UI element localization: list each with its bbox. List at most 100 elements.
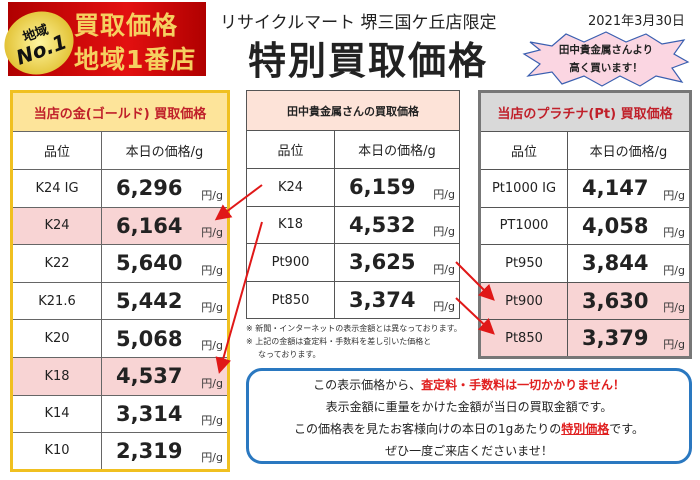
table-row: K14 3,314 円/g bbox=[11, 394, 229, 434]
unit-label: 円/g bbox=[433, 300, 455, 314]
unit-label: 円/g bbox=[663, 188, 685, 202]
price-cell: 5,640 円/g bbox=[101, 244, 229, 283]
message-box: この表示価格から、査定料・手数料は一切かかりません！ 表示金額に重量をかけた金額… bbox=[246, 368, 692, 464]
col-price: 本日の価格/g bbox=[101, 131, 229, 170]
table-row: K21.6 5,442 円/g bbox=[11, 281, 229, 321]
price-value: 6,164 bbox=[116, 213, 183, 238]
table-row: Pt900 3,630 円/g bbox=[479, 281, 691, 321]
price-cell: 4,532 円/g bbox=[334, 205, 460, 245]
price-value: 3,314 bbox=[116, 401, 183, 426]
platinum-table-title: 当店のプラチナ(Pt) 買取価格 bbox=[479, 91, 691, 132]
col-grade: 品位 bbox=[479, 131, 568, 170]
price-value: 2,319 bbox=[116, 438, 183, 463]
price-cell: 5,068 円/g bbox=[101, 319, 229, 358]
tanaka-price-table: 田中貴金属さんの買取価格 品位 本日の価格/g K24 6,159 円/g K18 4,5… bbox=[246, 90, 460, 320]
unit-label: 円/g bbox=[433, 225, 455, 239]
table-row: K22 5,640 円/g bbox=[11, 244, 229, 283]
grade-cell: K18 bbox=[246, 205, 335, 245]
grade-cell: K24 IG bbox=[11, 169, 102, 208]
no1-badge: 地域 No.1 bbox=[0, 1, 83, 85]
unit-label: 円/g bbox=[201, 338, 223, 352]
table-row: K18 4,537 円/g bbox=[11, 356, 229, 396]
price-cell: 6,164 円/g bbox=[101, 206, 229, 246]
table-row: PT1000 4,058 円/g bbox=[479, 206, 691, 246]
col-grade: 品位 bbox=[246, 130, 335, 169]
grade-cell: K24 bbox=[246, 168, 335, 207]
price-value: 6,159 bbox=[349, 175, 416, 200]
price-value: 5,640 bbox=[116, 251, 183, 276]
table-row: Pt900 3,625 円/g bbox=[246, 243, 460, 282]
unit-label: 円/g bbox=[433, 187, 455, 201]
price-cell: 3,379 円/g bbox=[567, 319, 691, 358]
tanaka-table-title: 田中貴金属さんの買取価格 bbox=[246, 90, 460, 131]
table-row: K24 6,159 円/g bbox=[246, 168, 460, 207]
unit-label: 円/g bbox=[201, 188, 223, 202]
price-cell: 3,630 円/g bbox=[567, 281, 691, 321]
price-value: 4,147 bbox=[582, 176, 649, 201]
table-row: K24 IG 6,296 円/g bbox=[11, 169, 229, 208]
grade-cell: Pt900 bbox=[479, 281, 568, 321]
table-row: Pt850 3,379 円/g bbox=[479, 319, 691, 358]
grade-cell: K22 bbox=[11, 244, 102, 283]
unit-label: 円/g bbox=[663, 337, 685, 351]
price-cell: 4,058 円/g bbox=[567, 206, 691, 246]
price-value: 3,625 bbox=[349, 250, 416, 275]
grade-cell: K10 bbox=[11, 432, 102, 471]
unit-label: 円/g bbox=[663, 301, 685, 315]
col-price: 本日の価格/g bbox=[567, 131, 691, 170]
logo-banner: 地域 No.1 買取価格 地域1番店 bbox=[0, 1, 206, 85]
price-cell: 3,314 円/g bbox=[101, 394, 229, 434]
notes: ※ 新聞・インターネットの表示金額とは異なっております。 ※ 上記の金額は査定料… bbox=[246, 322, 462, 361]
note: ※ 上記の金額は査定料・手数料を差し引いた価格と bbox=[246, 337, 432, 346]
price-cell: 3,625 円/g bbox=[334, 243, 460, 282]
gold-table-title: 当店の金(ゴールド) 買取価格 bbox=[11, 91, 229, 132]
store-subtitle: リサイクルマート 堺三国ケ丘店限定 bbox=[220, 13, 497, 33]
grade-cell: K20 bbox=[11, 319, 102, 358]
logo-line1: 買取価格 bbox=[74, 11, 179, 40]
message-line-3: この価格表を見たお客様向けの本日の1gあたりの特別価格です。 bbox=[293, 422, 645, 436]
price-value: 5,442 bbox=[116, 289, 183, 314]
message-line-1: この表示価格から、査定料・手数料は一切かかりません！ bbox=[313, 378, 625, 392]
logo-line2: 地域1番店 bbox=[74, 45, 197, 74]
price-value: 4,537 bbox=[116, 364, 183, 389]
message-line-2: 表示金額に重量をかけた金額が当日の買取金額です。 bbox=[325, 400, 613, 414]
price-cell: 4,147 円/g bbox=[567, 169, 691, 208]
table-row: K18 4,532 円/g bbox=[246, 205, 460, 245]
table-row: K20 5,068 円/g bbox=[11, 319, 229, 358]
note: ※ 新聞・インターネットの表示金額とは異なっております。 bbox=[246, 324, 462, 333]
price-value: 4,058 bbox=[582, 213, 649, 238]
platinum-price-table: 当店のプラチナ(Pt) 買取価格 品位 本日の価格/g Pt1000 IG 4,14… bbox=[478, 90, 692, 359]
grade-cell: K21.6 bbox=[11, 281, 102, 321]
grade-cell: K14 bbox=[11, 394, 102, 434]
price-value: 4,532 bbox=[349, 212, 416, 237]
burst-shape bbox=[522, 31, 690, 87]
unit-label: 円/g bbox=[663, 226, 685, 240]
unit-label: 円/g bbox=[201, 301, 223, 315]
price-cell: 3,844 円/g bbox=[567, 244, 691, 283]
col-grade: 品位 bbox=[11, 131, 102, 170]
unit-label: 円/g bbox=[201, 376, 223, 390]
gold-price-table: 当店の金(ゴールド) 買取価格 品位 本日の価格/g K24 IG 6,296 円/g… bbox=[10, 90, 230, 472]
table-row: K10 2,319 円/g bbox=[11, 432, 229, 471]
price-cell: 2,319 円/g bbox=[101, 432, 229, 471]
price-cell: 3,374 円/g bbox=[334, 280, 460, 320]
price-value: 3,374 bbox=[349, 288, 416, 313]
price-cell: 6,296 円/g bbox=[101, 169, 229, 208]
price-cell: 4,537 円/g bbox=[101, 356, 229, 396]
table-row: Pt1000 IG 4,147 円/g bbox=[479, 169, 691, 208]
price-value: 5,068 bbox=[116, 326, 183, 351]
grade-cell: Pt850 bbox=[479, 319, 568, 358]
price-cell: 5,442 円/g bbox=[101, 281, 229, 321]
grade-cell: Pt1000 IG bbox=[479, 169, 568, 208]
unit-label: 円/g bbox=[201, 450, 223, 464]
table-row: K24 6,164 円/g bbox=[11, 206, 229, 246]
col-price: 本日の価格/g bbox=[334, 130, 460, 169]
grade-cell: Pt850 bbox=[246, 280, 335, 320]
price-value: 3,379 bbox=[582, 326, 649, 351]
note: なっております。 bbox=[258, 350, 321, 359]
price-value: 3,844 bbox=[582, 251, 649, 276]
price-value: 3,630 bbox=[582, 289, 649, 314]
unit-label: 円/g bbox=[201, 226, 223, 240]
price-value: 6,296 bbox=[116, 176, 183, 201]
unit-label: 円/g bbox=[433, 262, 455, 276]
